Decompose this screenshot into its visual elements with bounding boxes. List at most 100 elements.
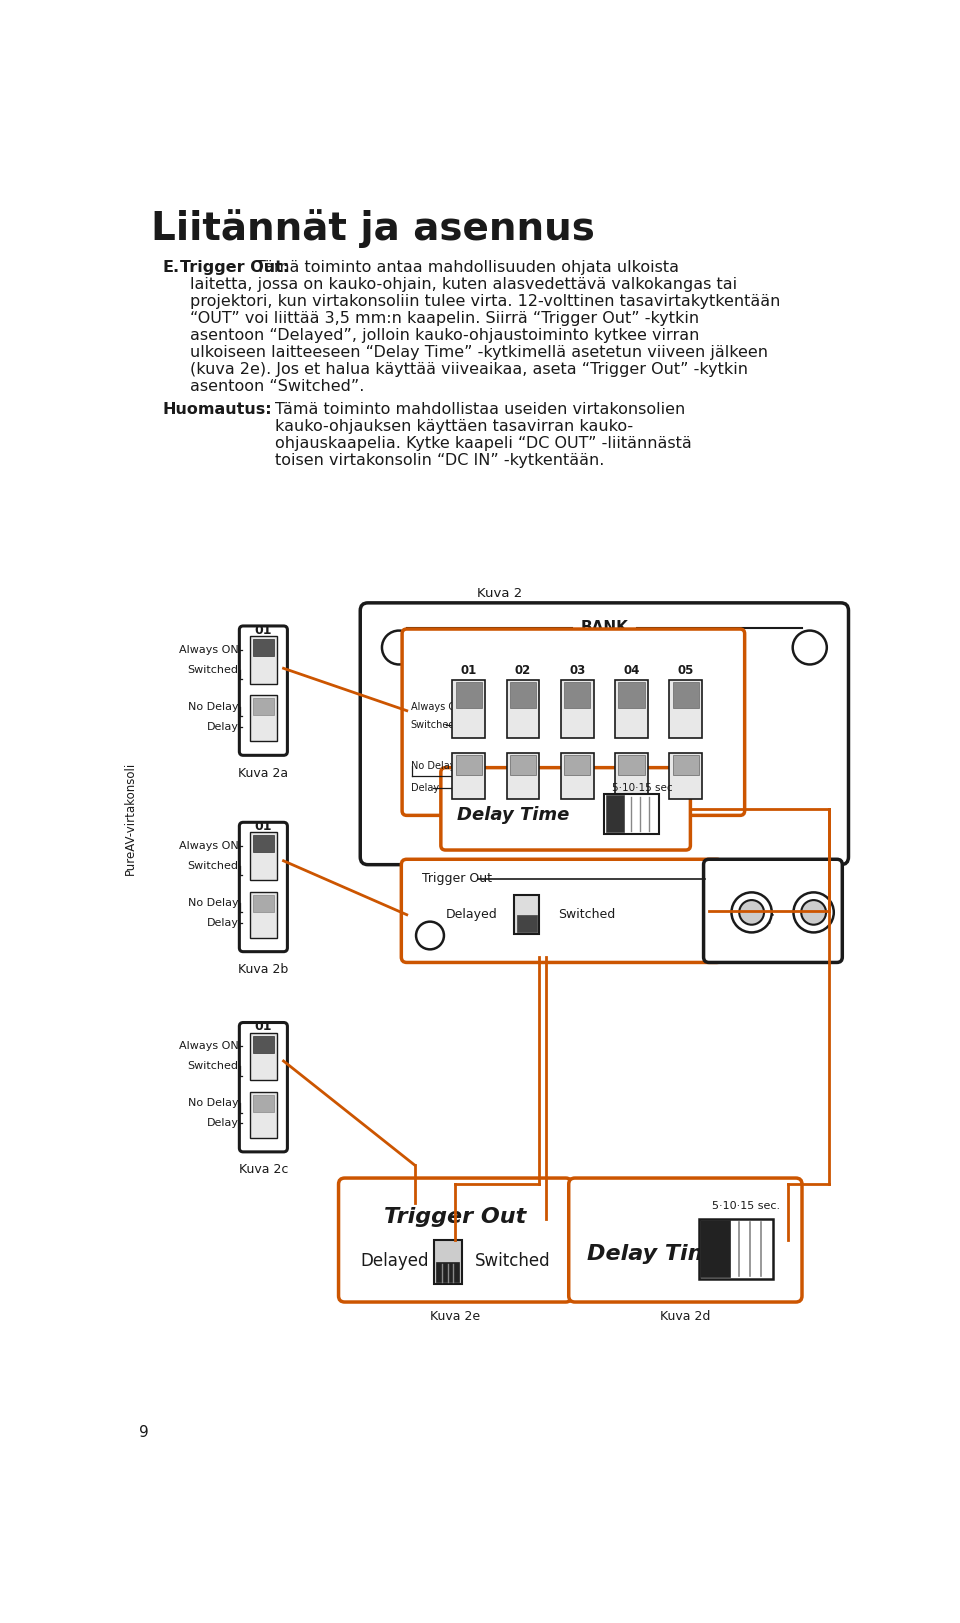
Bar [252,894,275,912]
Text: No Delay: No Delay [188,1099,239,1109]
Text: Kuva 2a: Kuva 2a [238,768,288,781]
Text: asentoon “Delayed”, jolloin kauko-ohjaustoiminto kytkee virran: asentoon “Delayed”, jolloin kauko-ohjaus… [190,328,699,342]
Text: 05: 05 [678,664,694,677]
Text: laitetta, jossa on kauko-ohjain, kuten alasvedettävä valkokangas tai: laitetta, jossa on kauko-ohjain, kuten a… [190,278,737,292]
Bar [252,836,275,852]
Text: 01: 01 [254,623,272,636]
Bar [673,682,699,708]
Bar [561,680,593,737]
Text: “OUT” voi liittää 3,5 mm:n kaapelin. Siirrä “Trigger Out” -kytkin: “OUT” voi liittää 3,5 mm:n kaapelin. Sii… [190,312,699,326]
Bar [606,795,624,833]
Text: 01: 01 [254,820,272,833]
Text: Delay Time: Delay Time [587,1243,726,1264]
Text: Trigger Out:: Trigger Out: [180,260,289,276]
Text: Kuva 2b: Kuva 2b [238,962,289,975]
Bar [516,915,537,932]
Bar [510,682,537,708]
Text: projektori, kun virtakonsoliin tulee virta. 12-volttinen tasavirtakytkentään: projektori, kun virtakonsoliin tulee vir… [190,294,780,308]
Bar [251,891,276,938]
Text: Delay: Delay [206,722,239,732]
Text: Switched: Switched [475,1253,551,1271]
Text: Liitännät ja asennus: Liitännät ja asennus [151,209,595,248]
Bar [564,682,590,708]
Bar [515,896,540,933]
Circle shape [794,893,834,933]
Text: DC: DC [747,898,768,912]
Text: asentoon “Switched”.: asentoon “Switched”. [190,378,364,394]
Text: BANK: BANK [581,620,628,635]
Bar [673,755,699,774]
Text: Delay: Delay [206,1118,239,1128]
Bar [561,753,593,799]
Bar [452,680,485,737]
Text: 01: 01 [254,1021,272,1034]
Text: Huomautus:: Huomautus: [162,403,273,417]
Text: kauko-ohjauksen käyttäen tasavirran kauko-: kauko-ohjauksen käyttäen tasavirran kauk… [275,419,634,433]
Text: Delay: Delay [411,782,439,792]
Text: Kuva 2c: Kuva 2c [239,1164,288,1177]
Text: Trigger Out: Trigger Out [422,872,492,885]
Bar [615,753,648,799]
Bar [507,753,540,799]
Text: 02: 02 [515,664,531,677]
Bar [618,682,645,708]
FancyBboxPatch shape [704,859,842,962]
Text: Switched: Switched [187,1061,239,1071]
Text: 03: 03 [569,664,586,677]
Bar [252,1035,275,1053]
FancyBboxPatch shape [239,626,287,755]
FancyBboxPatch shape [402,630,745,815]
Bar [615,680,648,737]
Text: Tämä toiminto mahdollistaa useiden virtakonsolien: Tämä toiminto mahdollistaa useiden virta… [275,403,685,417]
Text: Tämä toiminto antaa mahdollisuuden ohjata ulkoista: Tämä toiminto antaa mahdollisuuden ohjat… [255,260,679,276]
Bar [510,755,537,774]
Circle shape [416,922,444,949]
Text: Delay: Delay [206,919,239,928]
Bar [452,753,485,799]
Text: Switched: Switched [187,862,239,872]
FancyBboxPatch shape [441,768,690,850]
Text: Kuva 2d: Kuva 2d [660,1310,710,1323]
Circle shape [793,631,827,664]
Bar [251,1032,276,1081]
Text: 5·10·15 sec.: 5·10·15 sec. [712,1201,780,1211]
Bar [251,695,276,742]
Circle shape [732,893,772,933]
Circle shape [739,901,764,925]
FancyBboxPatch shape [568,1178,802,1302]
Bar [251,1092,276,1138]
Text: No Delay: No Delay [411,761,455,771]
Text: Always ON: Always ON [179,644,239,654]
Circle shape [802,901,826,925]
Bar [251,636,276,683]
Text: Switched: Switched [558,909,615,922]
Text: Kuva 2: Kuva 2 [477,588,522,601]
Text: Always ON: Always ON [411,701,463,712]
Bar [701,1220,730,1277]
Text: 04: 04 [623,664,639,677]
FancyBboxPatch shape [360,602,849,865]
Bar [699,1219,773,1279]
Bar [605,794,659,834]
Text: Switched: Switched [187,665,239,675]
Text: ohjauskaapelia. Kytke kaapeli “DC OUT” -liitännästä: ohjauskaapelia. Kytke kaapeli “DC OUT” -… [275,435,692,451]
Text: toisen virtakonsolin “DC IN” -kytkentään.: toisen virtakonsolin “DC IN” -kytkentään… [275,453,605,467]
Text: No Delay: No Delay [188,701,239,712]
Text: ulkoiseen laitteeseen “Delay Time” -kytkimellä asetetun viiveen jälkeen: ulkoiseen laitteeseen “Delay Time” -kytk… [190,346,768,360]
Text: Always ON: Always ON [179,841,239,850]
FancyBboxPatch shape [401,859,722,962]
Text: Delayed: Delayed [360,1253,429,1271]
Text: 5·10·15 sec: 5·10·15 sec [612,782,673,792]
Bar [252,1096,275,1112]
Text: 01: 01 [461,664,477,677]
Bar [252,639,275,656]
Text: Kuva 2e: Kuva 2e [430,1310,480,1323]
Text: OUT: OUT [741,914,774,927]
Text: (kuva 2e). Jos et halua käyttää viiveaikaa, aseta “Trigger Out” -kytkin: (kuva 2e). Jos et halua käyttää viiveaik… [190,362,748,377]
Text: PureAV-virtakonsoli: PureAV-virtakonsoli [125,761,137,875]
Bar [564,755,590,774]
Text: No Delay: No Delay [188,898,239,909]
FancyBboxPatch shape [239,1022,287,1152]
FancyBboxPatch shape [339,1178,572,1302]
Bar [436,1263,460,1282]
